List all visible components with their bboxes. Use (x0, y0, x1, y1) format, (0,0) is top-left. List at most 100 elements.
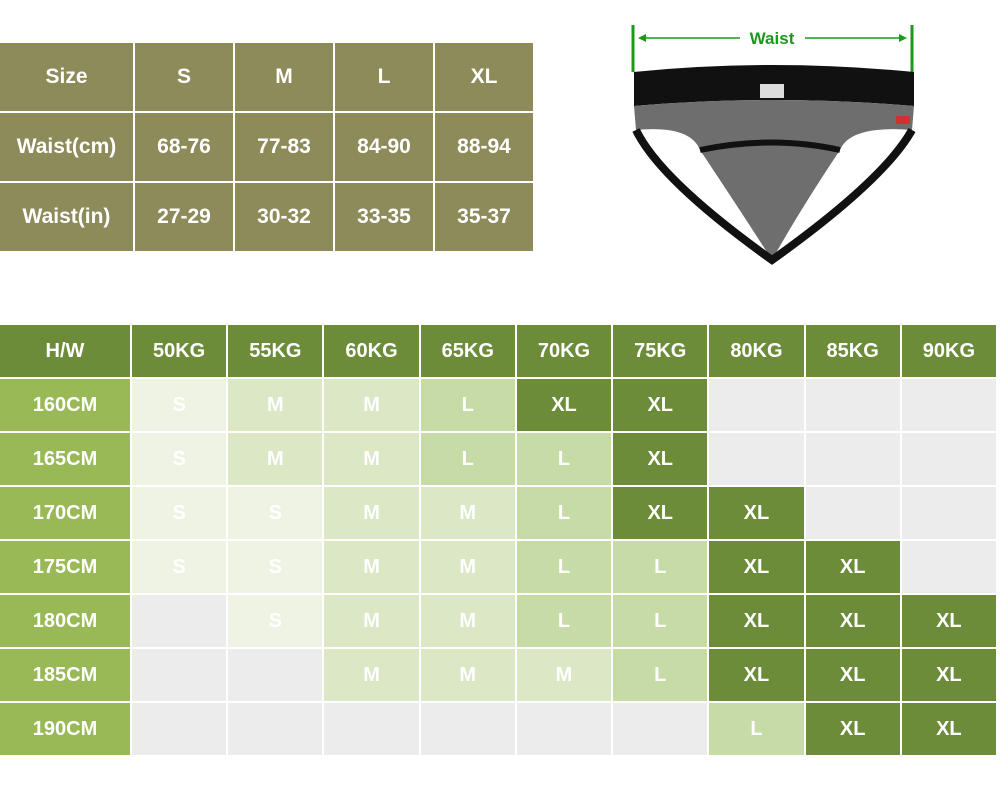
size-cell: M (420, 541, 517, 595)
mesh-pouch (634, 100, 914, 260)
size-cell: S (228, 595, 325, 649)
size-cell: L (613, 541, 710, 595)
arrow-head (899, 34, 907, 42)
header-cell: L (335, 43, 435, 113)
empty-cell (132, 703, 229, 757)
row-header: 165CM (0, 433, 132, 487)
cell: Waist(cm) (0, 113, 135, 183)
size-cell: S (132, 487, 229, 541)
size-cell: L (516, 595, 614, 649)
arrow-head (638, 34, 646, 42)
empty-cell (805, 433, 902, 487)
size-cell: XL (805, 595, 902, 649)
empty-cell (516, 703, 614, 757)
row-header: 160CM (0, 379, 132, 433)
size-cell: L (516, 541, 614, 595)
header-cell: 50KG (132, 325, 229, 379)
size-cell: L (516, 487, 614, 541)
waist-label: Waist (750, 29, 795, 48)
row-header: 170CM (0, 487, 132, 541)
header-cell: 75KG (613, 325, 710, 379)
empty-cell (805, 487, 902, 541)
cell: 84-90 (335, 113, 435, 183)
cell: 35-37 (435, 183, 535, 253)
size-cell: L (420, 379, 517, 433)
size-cell: M (420, 595, 517, 649)
size-cell: M (324, 649, 421, 703)
header-cell: XL (435, 43, 535, 113)
empty-cell (324, 703, 421, 757)
row-header: 190CM (0, 703, 132, 757)
header-cell: 70KG (516, 325, 614, 379)
empty-cell (228, 649, 325, 703)
cell: 27-29 (135, 183, 235, 253)
size-cell: M (324, 595, 421, 649)
empty-cell (228, 703, 325, 757)
size-cell: L (613, 649, 710, 703)
size-cell: XL (709, 487, 806, 541)
leg-strap (632, 128, 916, 265)
size-cell: M (228, 379, 325, 433)
size-cell: L (420, 433, 517, 487)
row-header: 180CM (0, 595, 132, 649)
size-cell: M (324, 487, 421, 541)
size-cell: XL (613, 379, 710, 433)
size-cell: S (132, 433, 229, 487)
header-cell: 90KG (901, 325, 998, 379)
seam (699, 139, 841, 153)
cell: 33-35 (335, 183, 435, 253)
row-header: 175CM (0, 541, 132, 595)
header-cell: Size (0, 43, 135, 113)
size-cell: XL (709, 595, 806, 649)
size-cell: S (132, 379, 229, 433)
size-cell: XL (901, 703, 998, 757)
header-cell: 80KG (709, 325, 806, 379)
empty-cell (132, 595, 229, 649)
empty-cell (901, 541, 998, 595)
empty-cell (901, 433, 998, 487)
empty-cell (709, 379, 806, 433)
size-cell: L (516, 433, 614, 487)
size-cell: XL (805, 703, 902, 757)
size-cell: M (228, 433, 325, 487)
size-cell: XL (709, 541, 806, 595)
tag (760, 84, 784, 98)
empty-cell (709, 433, 806, 487)
size-cell: XL (709, 649, 806, 703)
cell: 30-32 (235, 183, 335, 253)
size-cell: M (516, 649, 614, 703)
header-cell: 85KG (805, 325, 902, 379)
empty-cell (901, 379, 998, 433)
header-cell: H/W (0, 325, 132, 379)
size-cell: M (420, 649, 517, 703)
size-cell: S (228, 487, 325, 541)
header-cell: 65KG (420, 325, 517, 379)
size-cell: S (228, 541, 325, 595)
size-cell: S (132, 541, 229, 595)
header-cell: M (235, 43, 335, 113)
product-illustration: Waist (631, 25, 916, 265)
logo (896, 116, 910, 124)
header-cell: S (135, 43, 235, 113)
size-cell: XL (805, 649, 902, 703)
size-cell: M (324, 379, 421, 433)
size-cell: L (709, 703, 806, 757)
cell: 77-83 (235, 113, 335, 183)
size-cell: XL (516, 379, 614, 433)
cell: 68-76 (135, 113, 235, 183)
cell: 88-94 (435, 113, 535, 183)
header-cell: 55KG (228, 325, 325, 379)
size-cell: M (324, 433, 421, 487)
empty-cell (613, 703, 710, 757)
size-cell: XL (613, 487, 710, 541)
empty-cell (805, 379, 902, 433)
empty-cell (901, 487, 998, 541)
size-cell: XL (901, 595, 998, 649)
size-cell: XL (613, 433, 710, 487)
header-cell: 60KG (324, 325, 421, 379)
size-cell: M (420, 487, 517, 541)
size-cell: XL (805, 541, 902, 595)
size-cell: L (613, 595, 710, 649)
row-header: 185CM (0, 649, 132, 703)
